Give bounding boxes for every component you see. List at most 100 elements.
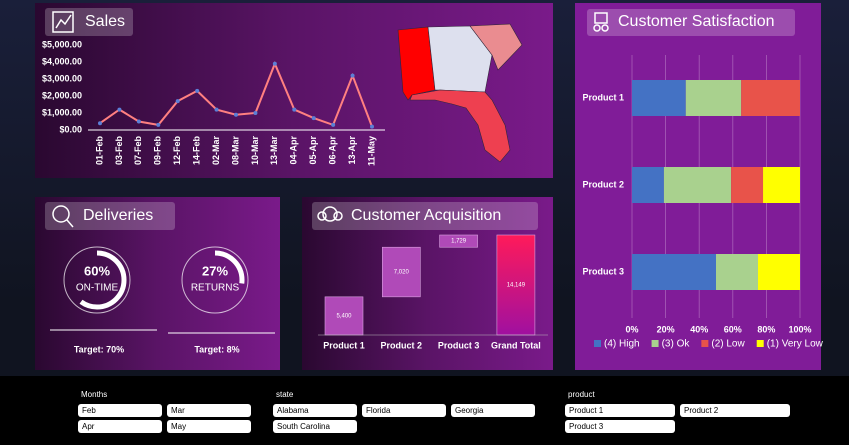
x-tick-label: 06-Apr: [328, 136, 338, 165]
legend-swatch: [701, 340, 709, 347]
waterfall-bar: [496, 234, 536, 336]
point: [98, 121, 102, 126]
waterfall-bar: [381, 246, 421, 298]
slicer-title: product: [568, 390, 595, 399]
y-tick-label: $2,000.00: [42, 90, 82, 100]
point: [350, 73, 355, 78]
x-tick-label: 20%: [657, 324, 675, 334]
point: [195, 88, 200, 93]
slicer-item[interactable]: Mar: [171, 406, 185, 415]
x-tick-label: 0%: [625, 324, 638, 334]
y-tick-label: Product 2: [582, 179, 624, 189]
x-tick-label: 03-Feb: [114, 136, 124, 166]
x-tick-label: 13-Apr: [347, 136, 357, 165]
title-box: [587, 9, 795, 36]
legend-label: (4) High: [604, 339, 640, 350]
point: [331, 122, 336, 127]
point: [214, 107, 219, 112]
chart-title: Customer Acquisition: [351, 207, 501, 224]
slicer-button[interactable]: [167, 404, 251, 417]
slicer-button[interactable]: [167, 420, 251, 433]
x-tick-label: 40%: [690, 324, 708, 334]
x-tick-label: 11-May: [366, 136, 376, 166]
point: [234, 112, 238, 117]
x-tick-label: 09-Feb: [153, 136, 163, 166]
title-box: [45, 202, 175, 230]
x-tick-label: 13-Mar: [269, 136, 279, 166]
point: [117, 107, 122, 112]
slicer-item[interactable]: Product 2: [684, 406, 719, 415]
waterfall-bar: [324, 296, 364, 336]
bar-segment: [758, 254, 800, 290]
point: [253, 111, 258, 115]
target-label: Target: 70%: [74, 344, 124, 354]
chart-title: Customer Satisfaction: [618, 13, 775, 30]
x-tick-label: Grand Total: [491, 340, 541, 350]
bar-segment: [731, 167, 764, 203]
y-tick-label: $1,000.00: [42, 107, 82, 117]
x-tick-label: 12-Feb: [172, 136, 182, 166]
legend-label: (2) Low: [711, 339, 745, 350]
y-tick-label: $0.00: [59, 124, 82, 134]
icons: [52, 11, 609, 228]
slicer-item[interactable]: Product 3: [569, 422, 604, 431]
slicer-item[interactable]: South Carolina: [277, 422, 330, 431]
y-tick-label: Product 3: [582, 266, 624, 276]
slicer-item[interactable]: Georgia: [455, 406, 484, 415]
x-tick-label: 80%: [757, 324, 775, 334]
slicer-button[interactable]: [680, 404, 790, 417]
bar-segment: [741, 80, 800, 116]
bar-segment: [763, 167, 800, 203]
slicer-item[interactable]: Apr: [82, 422, 95, 431]
x-tick-label: Product 2: [381, 340, 423, 350]
point: [272, 61, 277, 66]
map: [397, 23, 523, 163]
gauge-label: RETURNS: [191, 283, 240, 294]
x-tick-label: 01-Feb: [94, 136, 104, 166]
slicer-button[interactable]: [78, 404, 162, 417]
legend-swatch: [651, 340, 659, 347]
gauge-ring: [63, 246, 131, 314]
slicer-item[interactable]: Product 1: [569, 406, 604, 415]
y-tick-label: $5,000.00: [42, 39, 82, 49]
x-tick-label: 04-Apr: [289, 136, 299, 165]
target-label: Target: 8%: [194, 344, 239, 354]
slicer-button[interactable]: [565, 420, 675, 433]
chart-title: Deliveries: [83, 207, 153, 224]
slicer-button[interactable]: [273, 420, 357, 433]
slicer-button[interactable]: [451, 404, 535, 417]
point: [311, 116, 316, 121]
slicer-title: Months: [81, 390, 107, 399]
slicer-item[interactable]: Feb: [82, 406, 96, 415]
gauge-value: 60%: [84, 263, 110, 278]
deliveries-panel: [35, 197, 280, 370]
x-tick-label: 05-Apr: [308, 136, 318, 165]
title-box: [312, 202, 538, 230]
value-label: 14,149: [507, 283, 526, 289]
bar-segment: [663, 167, 732, 203]
slicer-button[interactable]: [273, 404, 357, 417]
gauge-arc: [185, 250, 245, 310]
title-box: [45, 8, 133, 36]
slicer-button[interactable]: [362, 404, 446, 417]
point: [156, 122, 161, 127]
slicer-item[interactable]: Florida: [366, 406, 391, 415]
value-label: 1,729: [451, 239, 467, 245]
gauge-value: 27%: [202, 263, 228, 278]
point: [370, 124, 374, 129]
slicer-item[interactable]: Alabama: [277, 406, 309, 415]
x-tick-label: 100%: [788, 324, 811, 334]
y-tick-label: $4,000.00: [42, 56, 82, 66]
slicer-item[interactable]: May: [171, 422, 186, 431]
slicer-button[interactable]: [565, 404, 675, 417]
y-tick-label: $3,000.00: [42, 73, 82, 83]
point: [175, 99, 180, 104]
point: [136, 119, 141, 124]
slicer-button[interactable]: [78, 420, 162, 433]
chart-title: Sales: [85, 13, 125, 30]
value-label: 5,400: [336, 313, 352, 319]
legend-label: (3) Ok: [662, 339, 691, 350]
gauge-arc: [67, 250, 127, 310]
x-tick-label: 14-Feb: [192, 136, 202, 166]
